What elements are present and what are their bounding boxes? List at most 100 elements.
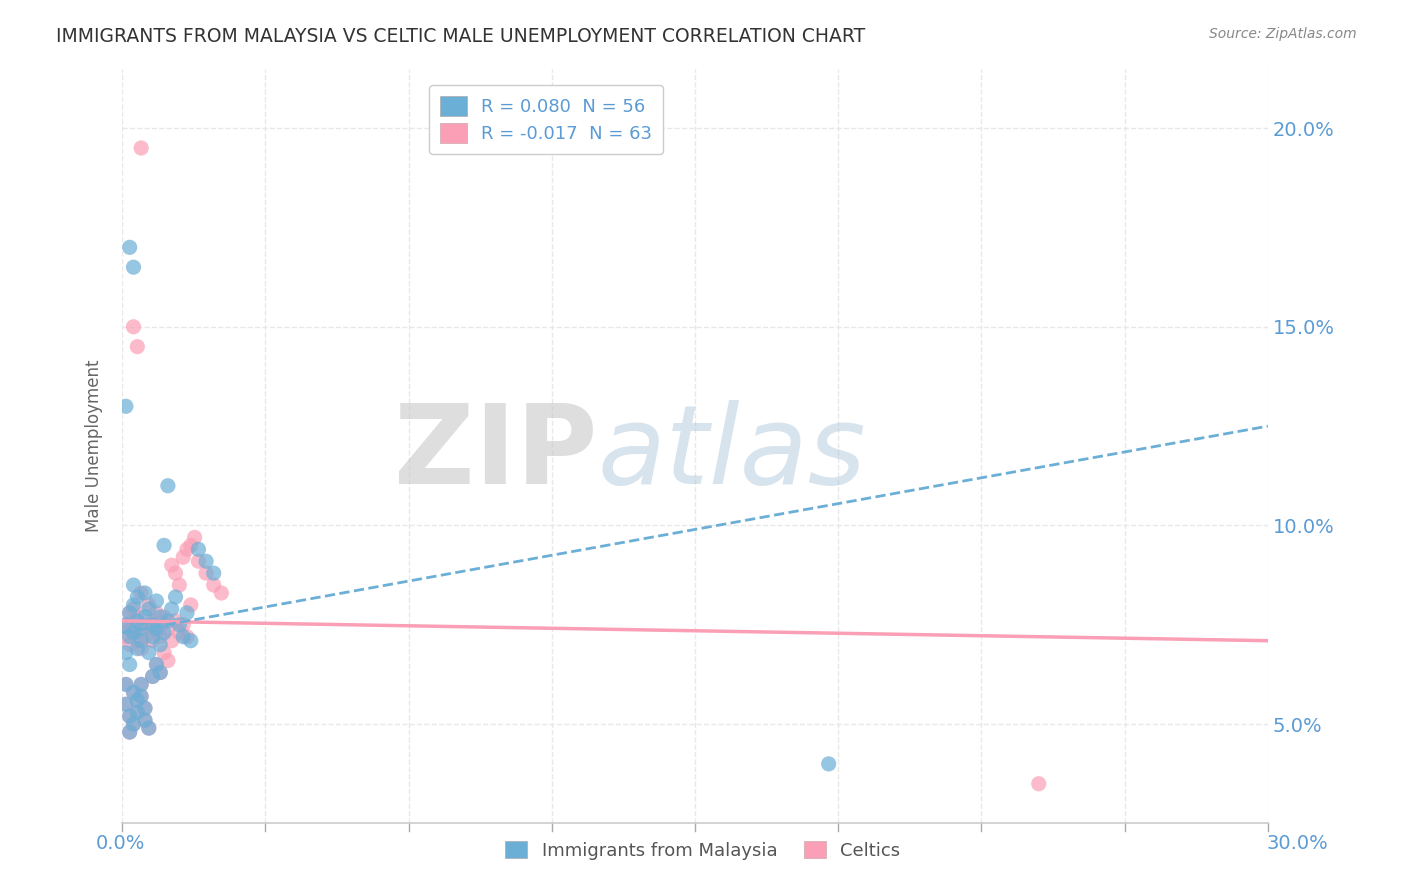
Point bbox=[118, 606, 141, 620]
Point bbox=[138, 646, 160, 660]
Point bbox=[134, 630, 156, 644]
Point bbox=[122, 685, 145, 699]
Point bbox=[118, 657, 141, 672]
Point bbox=[145, 625, 167, 640]
Point bbox=[127, 590, 149, 604]
Point bbox=[129, 633, 152, 648]
Point bbox=[187, 554, 209, 568]
Point bbox=[195, 554, 218, 568]
Point bbox=[129, 622, 152, 636]
Point bbox=[118, 622, 141, 636]
Point bbox=[180, 598, 202, 612]
Point bbox=[202, 566, 225, 581]
Point bbox=[172, 550, 194, 565]
Point bbox=[115, 630, 138, 644]
Point bbox=[118, 630, 141, 644]
Point bbox=[195, 566, 218, 581]
Point bbox=[169, 625, 191, 640]
Point bbox=[118, 240, 141, 254]
Point bbox=[183, 530, 205, 544]
Point bbox=[1028, 777, 1050, 791]
Point bbox=[145, 622, 167, 636]
Point bbox=[129, 677, 152, 691]
Point bbox=[142, 669, 165, 683]
Point bbox=[172, 630, 194, 644]
Point bbox=[149, 665, 172, 680]
Point bbox=[115, 698, 138, 712]
Point bbox=[156, 622, 179, 636]
Point bbox=[142, 614, 165, 628]
Text: 30.0%: 30.0% bbox=[1267, 834, 1329, 853]
Point bbox=[149, 638, 172, 652]
Point bbox=[127, 693, 149, 707]
Point bbox=[138, 598, 160, 612]
Legend: R = 0.080  N = 56, R = -0.017  N = 63: R = 0.080 N = 56, R = -0.017 N = 63 bbox=[429, 85, 664, 153]
Point bbox=[202, 578, 225, 592]
Point bbox=[156, 654, 179, 668]
Point bbox=[134, 586, 156, 600]
Point bbox=[115, 698, 138, 712]
Point bbox=[118, 638, 141, 652]
Text: 0.0%: 0.0% bbox=[96, 834, 145, 853]
Point bbox=[169, 617, 191, 632]
Point bbox=[118, 725, 141, 739]
Point bbox=[138, 622, 160, 636]
Point bbox=[118, 606, 141, 620]
Point bbox=[149, 630, 172, 644]
Point bbox=[156, 614, 179, 628]
Point bbox=[165, 590, 187, 604]
Point bbox=[138, 721, 160, 735]
Point bbox=[129, 677, 152, 691]
Point bbox=[145, 606, 167, 620]
Point bbox=[165, 614, 187, 628]
Point bbox=[172, 617, 194, 632]
Point bbox=[134, 610, 156, 624]
Point bbox=[122, 614, 145, 628]
Point bbox=[122, 598, 145, 612]
Point bbox=[142, 630, 165, 644]
Point bbox=[160, 602, 183, 616]
Point bbox=[127, 614, 149, 628]
Point bbox=[138, 721, 160, 735]
Point bbox=[134, 701, 156, 715]
Text: ZIP: ZIP bbox=[394, 400, 598, 507]
Text: atlas: atlas bbox=[598, 400, 866, 507]
Point bbox=[129, 641, 152, 656]
Point bbox=[129, 690, 152, 704]
Point bbox=[122, 578, 145, 592]
Point bbox=[142, 633, 165, 648]
Text: Source: ZipAtlas.com: Source: ZipAtlas.com bbox=[1209, 27, 1357, 41]
Point bbox=[134, 713, 156, 727]
Point bbox=[122, 717, 145, 731]
Legend: Immigrants from Malaysia, Celtics: Immigrants from Malaysia, Celtics bbox=[498, 834, 908, 867]
Point bbox=[115, 617, 138, 632]
Point bbox=[122, 685, 145, 699]
Point bbox=[129, 586, 152, 600]
Point bbox=[115, 399, 138, 413]
Point bbox=[153, 625, 176, 640]
Point bbox=[127, 693, 149, 707]
Point bbox=[127, 340, 149, 354]
Point bbox=[122, 260, 145, 275]
Point bbox=[145, 657, 167, 672]
Point bbox=[129, 690, 152, 704]
Point bbox=[817, 756, 839, 771]
Point bbox=[115, 617, 138, 632]
Point bbox=[149, 617, 172, 632]
Point bbox=[115, 677, 138, 691]
Point bbox=[127, 705, 149, 719]
Point bbox=[142, 617, 165, 632]
Text: IMMIGRANTS FROM MALAYSIA VS CELTIC MALE UNEMPLOYMENT CORRELATION CHART: IMMIGRANTS FROM MALAYSIA VS CELTIC MALE … bbox=[56, 27, 866, 45]
Point bbox=[122, 625, 145, 640]
Point bbox=[149, 665, 172, 680]
Point bbox=[127, 610, 149, 624]
Point bbox=[176, 630, 198, 644]
Point bbox=[153, 646, 176, 660]
Point bbox=[209, 586, 232, 600]
Point bbox=[122, 625, 145, 640]
Point bbox=[127, 633, 149, 648]
Point bbox=[176, 606, 198, 620]
Point bbox=[127, 641, 149, 656]
Point bbox=[118, 709, 141, 723]
Point bbox=[118, 709, 141, 723]
